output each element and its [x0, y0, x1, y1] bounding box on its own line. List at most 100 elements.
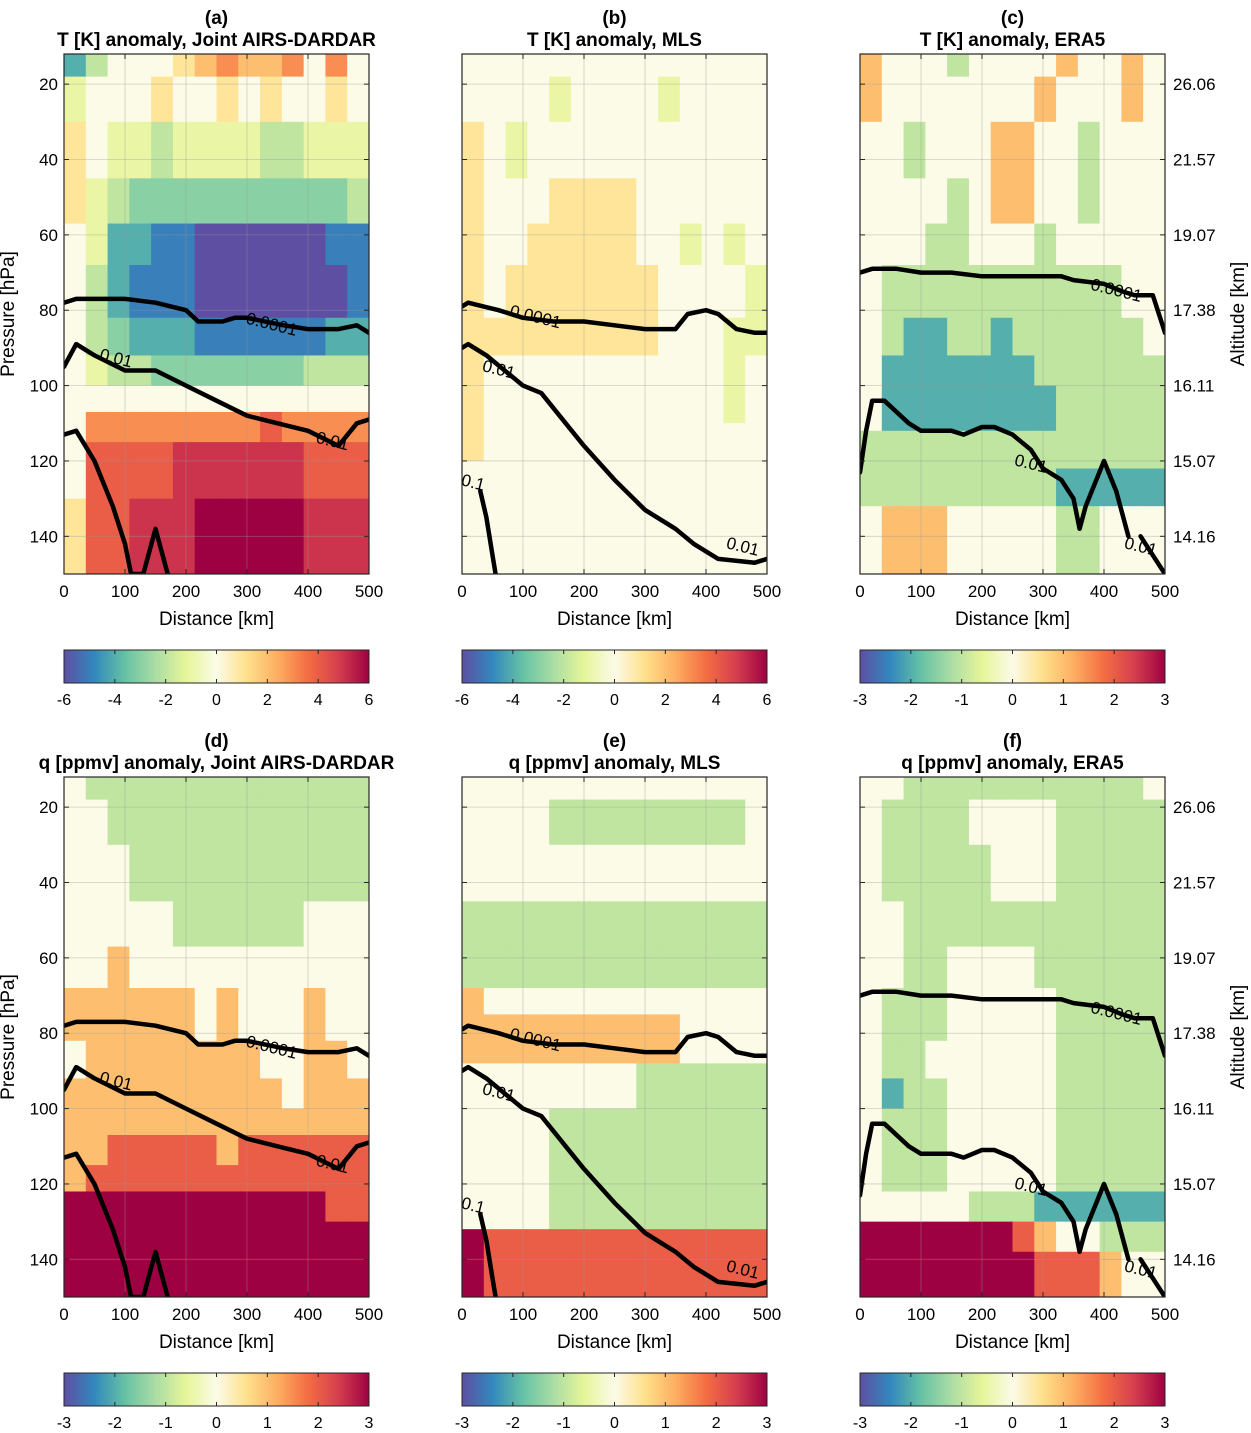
colorbar-tick-label: 0 — [1008, 1415, 1017, 1432]
colorbar-tick-label: 1 — [661, 1415, 670, 1432]
heatmap-cell — [281, 799, 305, 846]
heatmap-cell — [172, 76, 196, 123]
heatmap-cell — [658, 76, 681, 123]
x-tick-label: 500 — [753, 582, 781, 601]
heatmap-cell — [260, 901, 283, 948]
heatmap-cell — [549, 517, 572, 574]
heatmap-cell — [658, 1229, 681, 1297]
heatmap-cell — [107, 901, 130, 948]
heatmap-cell — [903, 430, 926, 470]
heatmap-cell — [107, 946, 130, 989]
heatmap-cell — [303, 1221, 327, 1297]
axes-frame — [63, 776, 370, 1298]
heatmap-cell — [592, 317, 616, 357]
heatmap-cell — [129, 901, 152, 948]
heatmap-cell — [1034, 506, 1057, 574]
heatmap-cell — [592, 178, 616, 225]
heatmap-cell — [570, 223, 594, 266]
heatmap-cell — [1077, 799, 1101, 846]
heatmap-cell — [483, 385, 507, 424]
heatmap-cell — [1012, 355, 1035, 387]
heatmap-cell — [990, 1078, 1014, 1110]
heatmap-cell — [260, 1134, 283, 1166]
heatmap-cell — [260, 777, 283, 801]
heatmap-cell — [194, 355, 218, 387]
heatmap-cell — [549, 76, 572, 123]
heatmap-cell — [172, 442, 196, 500]
colorbar-tick-label: 0 — [1008, 692, 1017, 709]
heatmap-cell — [925, 901, 948, 948]
heatmap-cell — [968, 430, 992, 470]
heatmap-cell — [325, 946, 348, 989]
heatmap-cell — [325, 265, 348, 319]
contour-line — [462, 1064, 767, 1288]
heatmap-cell — [238, 901, 261, 948]
heatmap-cell — [505, 423, 528, 462]
heatmap-cell — [107, 223, 130, 266]
heatmap-cell — [347, 265, 369, 319]
heatmap-cell — [107, 1165, 130, 1193]
heatmap-cell — [151, 54, 174, 78]
heatmap-cell — [1121, 844, 1144, 902]
x-tick-label: 400 — [692, 1305, 720, 1324]
heatmap-cell — [151, 121, 174, 179]
heatmap-cell — [1121, 901, 1144, 948]
heatmap-cell — [527, 121, 550, 179]
heatmap-cell — [1143, 54, 1165, 78]
heatmap-cell — [1143, 777, 1165, 801]
heatmap-cell — [860, 223, 883, 266]
heatmap-cell — [614, 799, 637, 846]
heatmap-cell — [968, 777, 992, 801]
heatmap-cell — [723, 777, 746, 801]
heatmap-cell — [483, 355, 507, 387]
heatmap-cell — [505, 178, 528, 225]
heatmap-cell — [1077, 178, 1101, 225]
heatmap-cell — [990, 1108, 1014, 1193]
heatmap-cell — [216, 946, 239, 989]
heatmap-cell — [1012, 844, 1035, 902]
heatmap-cell — [658, 1108, 681, 1230]
heatmap-cell — [238, 317, 261, 357]
heatmap-cell — [462, 223, 485, 266]
heatmap-cell — [1056, 76, 1079, 123]
x-axis-label: Distance [km] — [557, 609, 672, 630]
heatmap-cell — [85, 844, 109, 902]
heatmap-cell — [1012, 777, 1035, 801]
heatmap-cell — [505, 317, 528, 357]
heatmap-cell — [968, 76, 992, 123]
heatmap-cell — [347, 1108, 369, 1136]
heatmap-cell — [303, 442, 327, 500]
heatmap-cell — [570, 777, 594, 801]
heatmap-cell — [860, 355, 883, 387]
heatmap-cell — [745, 1063, 767, 1110]
heatmap-cell — [881, 430, 905, 470]
heatmap-cell — [925, 777, 948, 801]
heatmap-cell — [64, 1108, 87, 1136]
heatmap-cell — [925, 506, 948, 574]
x-tick-label: 0 — [457, 1305, 466, 1324]
heatmap-cell — [947, 799, 970, 846]
x-tick-label: 200 — [968, 1305, 996, 1324]
heatmap-cell — [860, 844, 883, 902]
heatmap-cell — [549, 423, 572, 462]
heatmap-cell — [85, 1078, 109, 1110]
heatmap-cell — [947, 76, 970, 123]
heatmap-cell — [701, 1063, 725, 1110]
heatmap-cell — [745, 844, 767, 902]
heatmap-cell — [194, 265, 218, 319]
heatmap-cell — [1099, 946, 1123, 989]
y2-tick-label: 17.38 — [1173, 1024, 1216, 1043]
heatmap-cell — [325, 1134, 348, 1166]
heatmap-cell — [462, 844, 485, 902]
heatmap-cell — [1012, 901, 1035, 948]
heatmap-cell — [238, 498, 261, 574]
heatmap-cell — [990, 1191, 1014, 1223]
x-tick-label: 500 — [1151, 582, 1179, 601]
heatmap-cell — [483, 121, 507, 179]
heatmap-cell — [701, 317, 725, 357]
heatmap-cell — [483, 76, 507, 123]
heatmap-cell — [1143, 355, 1165, 387]
heatmap-cell — [281, 385, 305, 413]
y2-axis-label: Altitude [km] — [1228, 262, 1249, 367]
heatmap-cell — [107, 844, 130, 902]
